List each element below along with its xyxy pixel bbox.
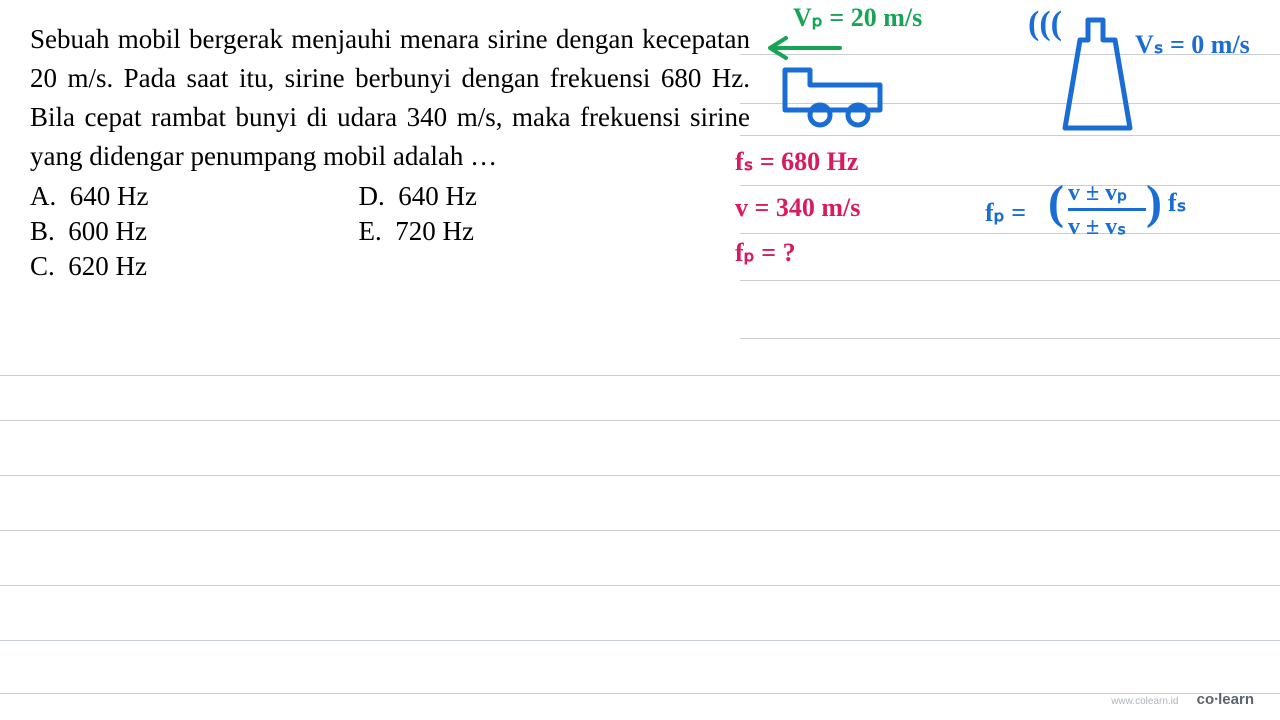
footer-brand-co: co bbox=[1197, 691, 1215, 708]
ruled-line bbox=[0, 475, 1280, 476]
option-label: C. bbox=[30, 251, 55, 281]
ruled-line bbox=[0, 530, 1280, 531]
v-annotation: v = 340 m/s bbox=[735, 193, 860, 223]
option-value: 720 Hz bbox=[395, 216, 474, 246]
fp-question-annotation: fₚ = ? bbox=[735, 238, 796, 268]
formula-denominator: v ± vₛ bbox=[1068, 212, 1146, 241]
option-value: 600 Hz bbox=[68, 216, 147, 246]
formula-fraction-bar bbox=[1068, 208, 1146, 211]
vs-annotation: Vₛ = 0 m/s bbox=[1135, 30, 1250, 60]
option-d: D. 640 Hz bbox=[358, 181, 476, 212]
option-a: A. 640 Hz bbox=[30, 181, 148, 212]
ruled-line bbox=[0, 640, 1280, 641]
formula-rparen: ) bbox=[1146, 175, 1162, 230]
option-label: A. bbox=[30, 181, 56, 211]
options-container: A. 640 Hz B. 600 Hz C. 620 Hz D. 640 Hz … bbox=[30, 181, 750, 282]
option-b: B. 600 Hz bbox=[30, 216, 148, 247]
option-e: E. 720 Hz bbox=[358, 216, 476, 247]
ruled-line bbox=[0, 585, 1280, 586]
formula-fp-left: fₚ = bbox=[985, 198, 1026, 228]
option-label: B. bbox=[30, 216, 55, 246]
option-value: 640 Hz bbox=[70, 181, 149, 211]
formula-fs-right: fₛ bbox=[1168, 188, 1186, 218]
option-value: 640 Hz bbox=[398, 181, 477, 211]
problem-text: Sebuah mobil bergerak menjauhi menara si… bbox=[30, 20, 750, 177]
footer-branding: www.colearn.id co·learn bbox=[1111, 691, 1254, 708]
car-icon bbox=[785, 70, 880, 125]
tower-icon bbox=[1065, 20, 1130, 128]
ruled-line bbox=[0, 693, 1280, 694]
option-c: C. 620 Hz bbox=[30, 251, 148, 282]
option-value: 620 Hz bbox=[68, 251, 147, 281]
ruled-line bbox=[0, 420, 1280, 421]
formula-lparen: ( bbox=[1048, 175, 1064, 230]
option-label: E. bbox=[358, 216, 381, 246]
fs-annotation: fₛ = 680 Hz bbox=[735, 147, 858, 177]
footer-url: www.colearn.id bbox=[1111, 696, 1178, 707]
option-label: D. bbox=[358, 181, 384, 211]
formula-numerator: v ± vₚ bbox=[1068, 178, 1146, 207]
footer-brand-learn: learn bbox=[1218, 691, 1254, 708]
sound-waves-icon: ((( bbox=[1028, 5, 1062, 43]
